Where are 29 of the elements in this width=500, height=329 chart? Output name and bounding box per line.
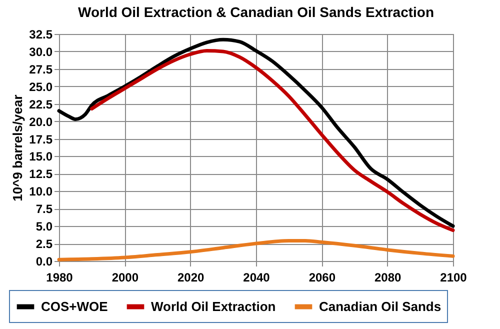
y-tick-label: 15.0	[29, 150, 53, 164]
y-tick-label: 30.0	[29, 44, 53, 59]
y-tick-label: 17.5	[29, 132, 53, 146]
y-tick-label: 2.5	[36, 237, 53, 252]
line-series	[90, 49, 455, 232]
chart-title: World Oil Extraction & Canadian Oil Sands Extraction	[78, 4, 434, 20]
y-tick-label: 0.0	[36, 254, 53, 268]
x-tick-label: 1980	[46, 270, 74, 284]
y-tick-label: 27.5	[29, 62, 53, 76]
y-tick-label: 25.0	[29, 80, 53, 94]
line-series	[57, 38, 455, 228]
legend-label: World Oil Extraction	[151, 298, 276, 314]
y-tick-label: 10.0	[29, 184, 53, 199]
x-tick-label: 2100	[440, 270, 468, 284]
y-tick-label: 22.5	[29, 97, 53, 112]
y-tick-label: 20.0	[29, 114, 53, 129]
y-tick-label: 12.5	[29, 167, 53, 182]
legend-label: Canadian Oil Sands	[319, 298, 442, 314]
y-tick-label: 32.5	[29, 28, 53, 42]
x-tick-label: 2000	[112, 270, 139, 284]
y-axis-title: 10^9 barrels/year	[10, 94, 26, 202]
x-tick-label: 2020	[177, 270, 205, 284]
y-tick-label: 5.0	[36, 220, 53, 234]
x-tick-label: 2060	[308, 270, 336, 284]
line-series	[57, 238, 455, 262]
y-tick-label: 7.5	[36, 202, 53, 216]
x-tick-label: 2080	[374, 270, 402, 284]
legend-label: COS+WOE	[41, 298, 108, 314]
x-tick-label: 2040	[243, 270, 270, 284]
